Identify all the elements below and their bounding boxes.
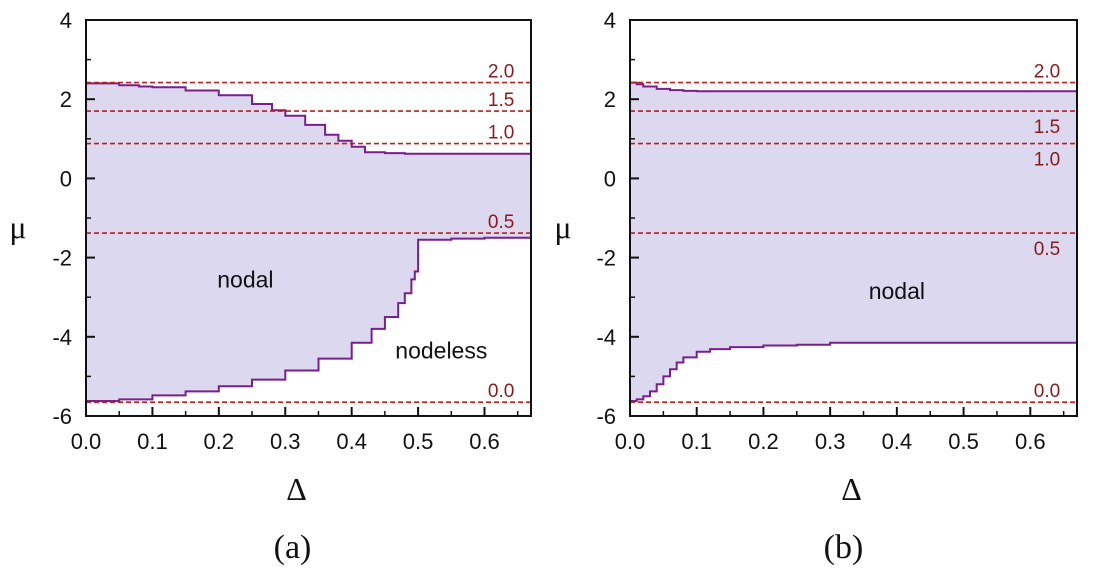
ref-label-2.0: 2.0	[1034, 62, 1060, 83]
y-tick-label: -6	[596, 404, 616, 429]
x-tick-label: 0.3	[815, 429, 846, 454]
y-tick-label: 0	[60, 166, 72, 191]
x-tick-label: 0.1	[137, 429, 168, 454]
y-tick-label: 2	[60, 87, 72, 112]
x-tick-label: 0.3	[270, 429, 301, 454]
region-label-nodeless: nodeless	[395, 338, 487, 364]
panel-label: (a)	[274, 529, 312, 566]
x-tick-label: 0.2	[748, 429, 779, 454]
y-tick-label: -6	[52, 404, 72, 429]
y-tick-label: -4	[52, 325, 72, 350]
y-tick-label: 4	[60, 8, 72, 33]
x-tick-label: 0.4	[882, 429, 913, 454]
ref-label-1.5: 1.5	[488, 90, 514, 111]
panel-b: 2.0 1.5 1.0 0.5 0.0 nodal 0.0 0.1 0.2 0.3 0.4 0.5 0.…	[554, 8, 1078, 566]
x-tick-label: 0.1	[681, 429, 712, 454]
x-tick-label: 0.0	[615, 429, 646, 454]
x-tick-label: 0.0	[71, 429, 102, 454]
y-axis-label: μ	[9, 209, 26, 245]
x-tick-label: 0.5	[948, 429, 979, 454]
region-label-nodal: nodal	[869, 278, 925, 304]
y-tick-label: 4	[604, 8, 616, 33]
y-tick-label: 2	[604, 87, 616, 112]
y-tick-label: -2	[52, 246, 72, 271]
y-tick-label: -4	[596, 325, 616, 350]
x-tick-label: 0.5	[403, 429, 434, 454]
x-tick-label: 0.6	[1015, 429, 1046, 454]
ref-label-1.0: 1.0	[1034, 150, 1060, 171]
ref-label-0.5: 0.5	[488, 212, 514, 233]
ref-label-0.0: 0.0	[1034, 381, 1060, 402]
ref-label-1.0: 1.0	[488, 123, 514, 144]
ref-label-0.5: 0.5	[1034, 239, 1060, 260]
region-label-nodal: nodal	[217, 266, 273, 292]
x-axis-label: Δ	[841, 471, 862, 507]
y-axis-label: μ	[554, 209, 571, 245]
ref-label-2.0: 2.0	[488, 62, 514, 83]
ref-label-1.5: 1.5	[1034, 117, 1060, 138]
x-tick-label: 0.2	[204, 429, 235, 454]
x-tick-label: 0.4	[336, 429, 367, 454]
y-tick-label: 0	[604, 166, 616, 191]
panel-label: (b)	[824, 529, 864, 566]
lower-boundary-line	[630, 341, 1077, 402]
x-tick-label: 0.6	[469, 429, 500, 454]
lower-boundary-line	[86, 236, 531, 402]
ref-label-0.0: 0.0	[488, 381, 514, 402]
nodal-region-fill	[86, 83, 531, 401]
y-tick-label: -2	[596, 246, 616, 271]
upper-boundary-line	[86, 82, 531, 155]
nodal-region-fill	[630, 82, 1077, 401]
upper-boundary-line	[630, 81, 1077, 93]
x-axis-label: Δ	[286, 471, 307, 507]
